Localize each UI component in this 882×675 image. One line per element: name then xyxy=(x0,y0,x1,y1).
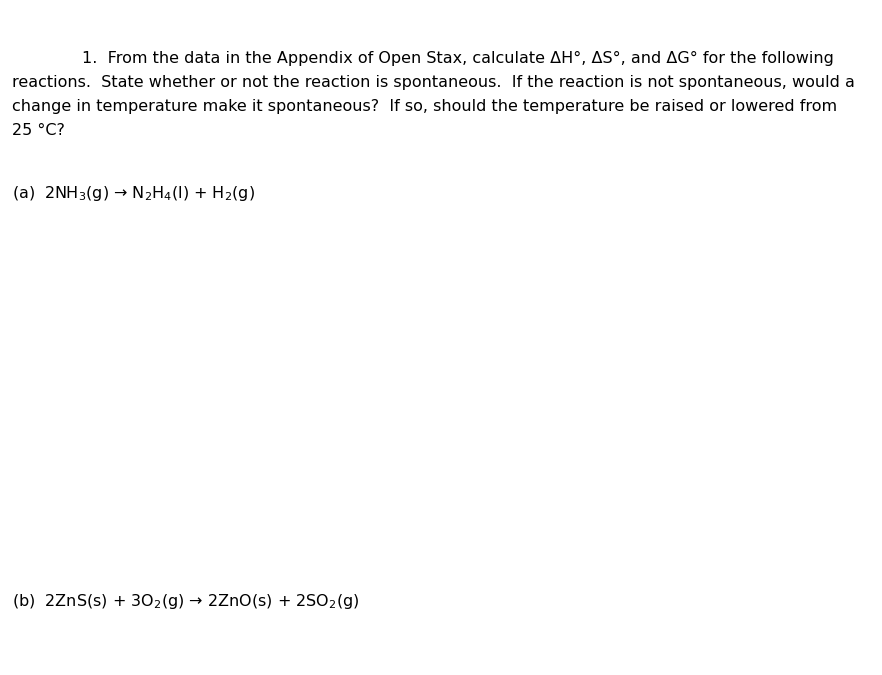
Text: 1.  From the data in the Appendix of Open Stax, calculate ΔH°, ΔS°, and ΔG° for : 1. From the data in the Appendix of Open… xyxy=(82,51,833,66)
Text: (a)  2NH$_3$(g) → N$_2$H$_4$(l) + H$_2$(g): (a) 2NH$_3$(g) → N$_2$H$_4$(l) + H$_2$(g… xyxy=(12,184,256,202)
Text: (b)  2ZnS(s) + 3O$_2$(g) → 2ZnO(s) + 2SO$_2$(g): (b) 2ZnS(s) + 3O$_2$(g) → 2ZnO(s) + 2SO$… xyxy=(12,592,360,611)
Text: change in temperature make it spontaneous?  If so, should the temperature be rai: change in temperature make it spontaneou… xyxy=(12,99,838,114)
Text: 25 °C?: 25 °C? xyxy=(12,123,65,138)
Text: reactions.  State whether or not the reaction is spontaneous.  If the reaction i: reactions. State whether or not the reac… xyxy=(12,75,856,90)
